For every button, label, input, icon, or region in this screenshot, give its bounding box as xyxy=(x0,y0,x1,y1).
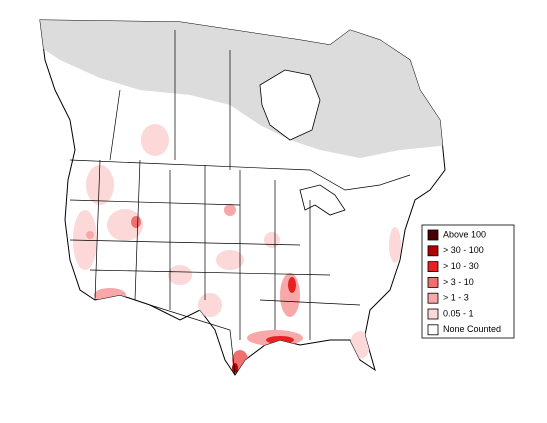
legend-label: None Counted xyxy=(443,324,501,334)
density-area xyxy=(86,231,94,239)
density-layer xyxy=(40,20,445,373)
legend-label: > 3 - 10 xyxy=(443,277,474,287)
density-area xyxy=(350,331,370,359)
density-area xyxy=(198,293,222,317)
density-area xyxy=(288,277,296,293)
density-area xyxy=(131,216,141,228)
legend-swatch xyxy=(427,292,439,304)
legend-label: > 30 - 100 xyxy=(443,245,484,255)
legend-label: Above 100 xyxy=(443,229,486,239)
legend-swatch xyxy=(427,276,439,288)
density-area xyxy=(141,124,169,156)
density-area xyxy=(264,232,280,248)
no-count-region xyxy=(40,20,445,158)
density-area xyxy=(224,204,236,216)
legend-items: Above 100 > 30 - 100 > 10 - 30 > 3 - 10 > 1 … xyxy=(427,229,501,336)
density-area xyxy=(86,165,114,205)
density-area xyxy=(232,363,238,373)
legend-swatch xyxy=(427,245,439,257)
legend-label: 0.05 - 1 xyxy=(443,308,474,318)
legend-swatch xyxy=(427,261,439,273)
legend-swatch xyxy=(427,308,439,320)
legend-label: > 1 - 3 xyxy=(443,293,469,303)
legend-label: > 10 - 30 xyxy=(443,261,479,271)
legend-swatch xyxy=(427,324,439,336)
great-lakes xyxy=(299,184,346,216)
density-area xyxy=(216,250,244,270)
border-lines xyxy=(69,30,411,376)
density-area xyxy=(389,227,401,263)
density-area xyxy=(168,265,192,285)
hudson-bay xyxy=(259,69,321,141)
map: Above 100 > 30 - 100 > 10 - 30 > 3 - 10 > 1 … xyxy=(39,19,515,376)
density-area xyxy=(94,288,126,302)
legend-swatch xyxy=(427,229,439,241)
